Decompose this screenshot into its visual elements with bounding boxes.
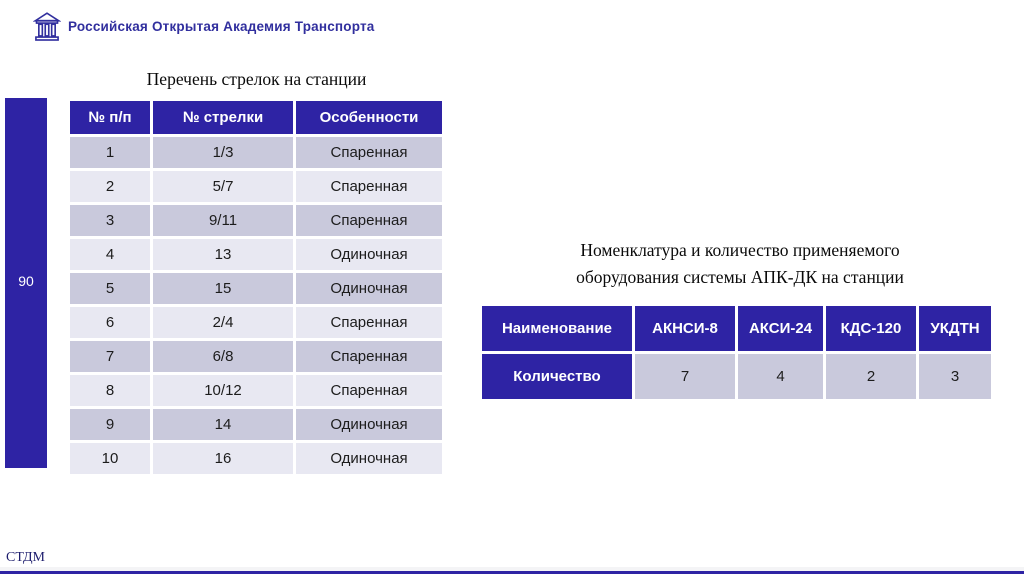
table-cell: 3 [919, 354, 991, 399]
table-row: 10 16 Одиночная [70, 443, 442, 474]
table-cell: 7 [635, 354, 735, 399]
row-header: Наименование [482, 306, 632, 351]
table-cell: 1/3 [153, 137, 293, 168]
table-cell: 2 [70, 171, 150, 202]
table-cell: 8 [70, 375, 150, 406]
footer-stripe [0, 567, 1024, 571]
row-header: Количество [482, 354, 632, 399]
table-cell: 2 [826, 354, 916, 399]
table-row: 3 9/11 Спаренная [70, 205, 442, 236]
equipment-table-title: Номенклатура и количество применяемого о… [482, 237, 998, 291]
table-row: 5 15 Одиночная [70, 273, 442, 304]
table-row: 8 10/12 Спаренная [70, 375, 442, 406]
footer-label: СТДМ [6, 550, 46, 565]
table-cell: 2/4 [153, 307, 293, 338]
column-header: Особенности [296, 101, 442, 134]
equipment-title-line1: Номенклатура и количество применяемого [580, 240, 900, 260]
table-cell: Спаренная [296, 205, 442, 236]
table-cell: Одиночная [296, 409, 442, 440]
table-row: 1 1/3 Спаренная [70, 137, 442, 168]
table-row: 9 14 Одиночная [70, 409, 442, 440]
switch-table-title: Перечень стрелок на станции [146, 69, 367, 89]
table-cell: 9/11 [153, 205, 293, 236]
table-cell: 5/7 [153, 171, 293, 202]
brand-logo: Российская Открытая Академия Транспорта [32, 10, 375, 42]
table-cell: 5 [70, 273, 150, 304]
table-row: 2 5/7 Спаренная [70, 171, 442, 202]
table-cell: Спаренная [296, 341, 442, 372]
brand-name: Российская Открытая Академия Транспорта [68, 18, 375, 34]
table-cell: 6 [70, 307, 150, 338]
equipment-quantity-row: Количество 7 4 2 3 [482, 354, 991, 399]
table-cell: Спаренная [296, 171, 442, 202]
table-cell: 9 [70, 409, 150, 440]
table-cell: 15 [153, 273, 293, 304]
column-header: АКНСИ-8 [635, 306, 735, 351]
table-cell: 14 [153, 409, 293, 440]
equipment-title-line2: оборудования системы АПК-ДК на станции [576, 267, 904, 287]
table-cell: Спаренная [296, 307, 442, 338]
column-header: № стрелки [153, 101, 293, 134]
table-cell: Одиночная [296, 239, 442, 270]
table-row: 6 2/4 Спаренная [70, 307, 442, 338]
table-cell: Спаренная [296, 137, 442, 168]
table-cell: 6/8 [153, 341, 293, 372]
column-header: № п/п [70, 101, 150, 134]
table-cell: Одиночная [296, 273, 442, 304]
page-number: 90 [18, 273, 34, 289]
column-header: КДС-120 [826, 306, 916, 351]
footer-bar [0, 571, 1024, 574]
table-cell: 16 [153, 443, 293, 474]
table-cell: 7 [70, 341, 150, 372]
table-cell: 4 [738, 354, 823, 399]
table-cell: 10 [70, 443, 150, 474]
academy-building-icon [32, 10, 62, 42]
table-cell: 3 [70, 205, 150, 236]
page-number-bar: 90 [5, 98, 47, 468]
equipment-table: Наименование АКНСИ-8 АКСИ-24 КДС-120 УКД… [479, 303, 994, 402]
table-cell: 10/12 [153, 375, 293, 406]
table-row: 4 13 Одиночная [70, 239, 442, 270]
table-cell: 1 [70, 137, 150, 168]
table-cell: 13 [153, 239, 293, 270]
column-header: УКДТН [919, 306, 991, 351]
table-cell: 4 [70, 239, 150, 270]
equipment-header-row: Наименование АКНСИ-8 АКСИ-24 КДС-120 УКД… [482, 306, 991, 351]
column-header: АКСИ-24 [738, 306, 823, 351]
switch-table-header-row: № п/п № стрелки Особенности [70, 101, 442, 134]
table-row: 7 6/8 Спаренная [70, 341, 442, 372]
switch-table: № п/п № стрелки Особенности 1 1/3 Спарен… [67, 98, 445, 477]
table-cell: Одиночная [296, 443, 442, 474]
table-cell: Спаренная [296, 375, 442, 406]
